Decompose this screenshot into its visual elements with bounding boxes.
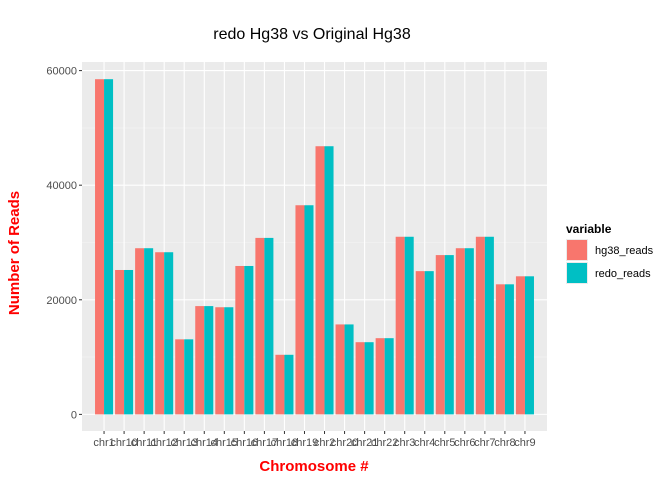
bar-redo_reads-chr13 (184, 339, 194, 415)
legend-item-hg38_reads: hg38_reads (566, 239, 654, 261)
bar-redo_reads-chr17 (264, 237, 274, 415)
x-tick-label: chr4 (414, 437, 435, 449)
bar-redo_reads-chr16 (244, 265, 254, 415)
bar-hg38_reads-chr21 (355, 342, 365, 415)
x-tick-label: chr20 (331, 437, 359, 449)
legend-title: variable (566, 222, 612, 236)
bar-hg38_reads-chr10 (115, 269, 125, 415)
x-tick-label: chr17 (251, 437, 279, 449)
legend-key-swatch (567, 240, 587, 260)
bar-redo_reads-chr2 (324, 146, 334, 415)
legend: variable hg38_reads redo_reads (566, 222, 654, 284)
x-tick-label: chr18 (271, 437, 299, 449)
x-tick-label: chr10 (110, 437, 138, 449)
bar-redo_reads-chr1 (104, 79, 114, 415)
x-tick-label: chr22 (371, 437, 399, 449)
x-tick-label: chr19 (291, 437, 319, 449)
bar-redo_reads-chr20 (344, 324, 354, 415)
x-tick-label: chr14 (190, 437, 218, 449)
bar-redo_reads-chr15 (224, 307, 234, 415)
x-tick-label: chr6 (454, 437, 475, 449)
bar-hg38_reads-chr20 (335, 324, 345, 415)
bar-redo_reads-chr9 (524, 276, 534, 415)
bar-redo_reads-chr21 (364, 342, 374, 415)
bar-redo_reads-chr14 (204, 306, 214, 415)
bar-redo_reads-chr3 (404, 236, 414, 415)
x-tick-label: chr13 (170, 437, 198, 449)
chart-title: redo Hg38 vs Original Hg38 (213, 26, 411, 43)
x-tick-label: chr15 (211, 437, 239, 449)
bars (95, 79, 534, 415)
legend-item-redo_reads: redo_reads (566, 262, 651, 284)
bar-hg38_reads-chr15 (215, 307, 225, 415)
bar-hg38_reads-chr13 (175, 339, 185, 415)
y-tick-label: 40000 (46, 180, 77, 192)
x-tick-label: chr11 (131, 437, 158, 449)
x-tick-label: chr5 (434, 437, 455, 449)
x-tick-label: chr8 (494, 437, 515, 449)
legend-label: redo_reads (595, 268, 651, 280)
y-axis-title: Number of Reads (6, 191, 23, 315)
bar-redo_reads-chr5 (444, 255, 454, 415)
bar-redo_reads-chr22 (384, 338, 394, 415)
bar-hg38_reads-chr18 (275, 354, 285, 415)
bar-hg38_reads-chr6 (455, 248, 465, 415)
bar-hg38_reads-chr14 (195, 306, 205, 415)
legend-key-swatch (567, 263, 587, 283)
bar-hg38_reads-chr3 (395, 236, 405, 415)
y-axis: 0 20000 40000 60000 (46, 66, 82, 421)
bar-redo_reads-chr18 (284, 354, 294, 415)
bar-hg38_reads-chr16 (235, 265, 245, 415)
bar-hg38_reads-chr4 (415, 271, 425, 415)
x-tick-label: chr21 (351, 437, 379, 449)
y-tick-label: 0 (71, 409, 77, 421)
bar-redo_reads-chr10 (124, 269, 134, 415)
bar-redo_reads-chr6 (464, 248, 474, 415)
x-tick-label: chr1 (93, 437, 114, 449)
bar-hg38_reads-chr22 (375, 338, 385, 415)
x-tick-label: chr9 (514, 437, 535, 449)
bar-redo_reads-chr7 (484, 236, 494, 415)
bar-hg38_reads-chr12 (155, 252, 165, 415)
bar-hg38_reads-chr7 (475, 236, 485, 415)
bar-redo_reads-chr12 (164, 252, 174, 415)
plot-area (82, 62, 547, 431)
x-tick-label: chr16 (231, 437, 259, 449)
bar-redo_reads-chr19 (304, 205, 314, 415)
bar-hg38_reads-chr5 (435, 255, 445, 415)
bar-hg38_reads-chr19 (295, 205, 305, 415)
bar-hg38_reads-chr9 (515, 276, 525, 415)
bar-hg38_reads-chr8 (495, 284, 505, 415)
x-tick-label: chr7 (474, 437, 495, 449)
x-axis-title: Chromosome # (259, 458, 369, 475)
x-tick-label: chr3 (394, 437, 415, 449)
bar-hg38_reads-chr11 (135, 248, 145, 415)
y-tick-label: 60000 (46, 66, 77, 78)
bar-hg38_reads-chr1 (95, 79, 105, 415)
x-tick-label: chr12 (150, 437, 178, 449)
bar-redo_reads-chr4 (424, 271, 434, 415)
bar-redo_reads-chr11 (144, 248, 154, 415)
bar-hg38_reads-chr2 (315, 146, 325, 415)
bar-redo_reads-chr8 (504, 284, 514, 415)
x-tick-label: chr2 (314, 437, 335, 449)
bar-hg38_reads-chr17 (255, 237, 265, 415)
x-axis: chr1chr10chr11chr12chr13chr14chr15chr16c… (93, 431, 536, 449)
y-tick-label: 20000 (46, 295, 77, 307)
legend-label: hg38_reads (595, 245, 654, 257)
